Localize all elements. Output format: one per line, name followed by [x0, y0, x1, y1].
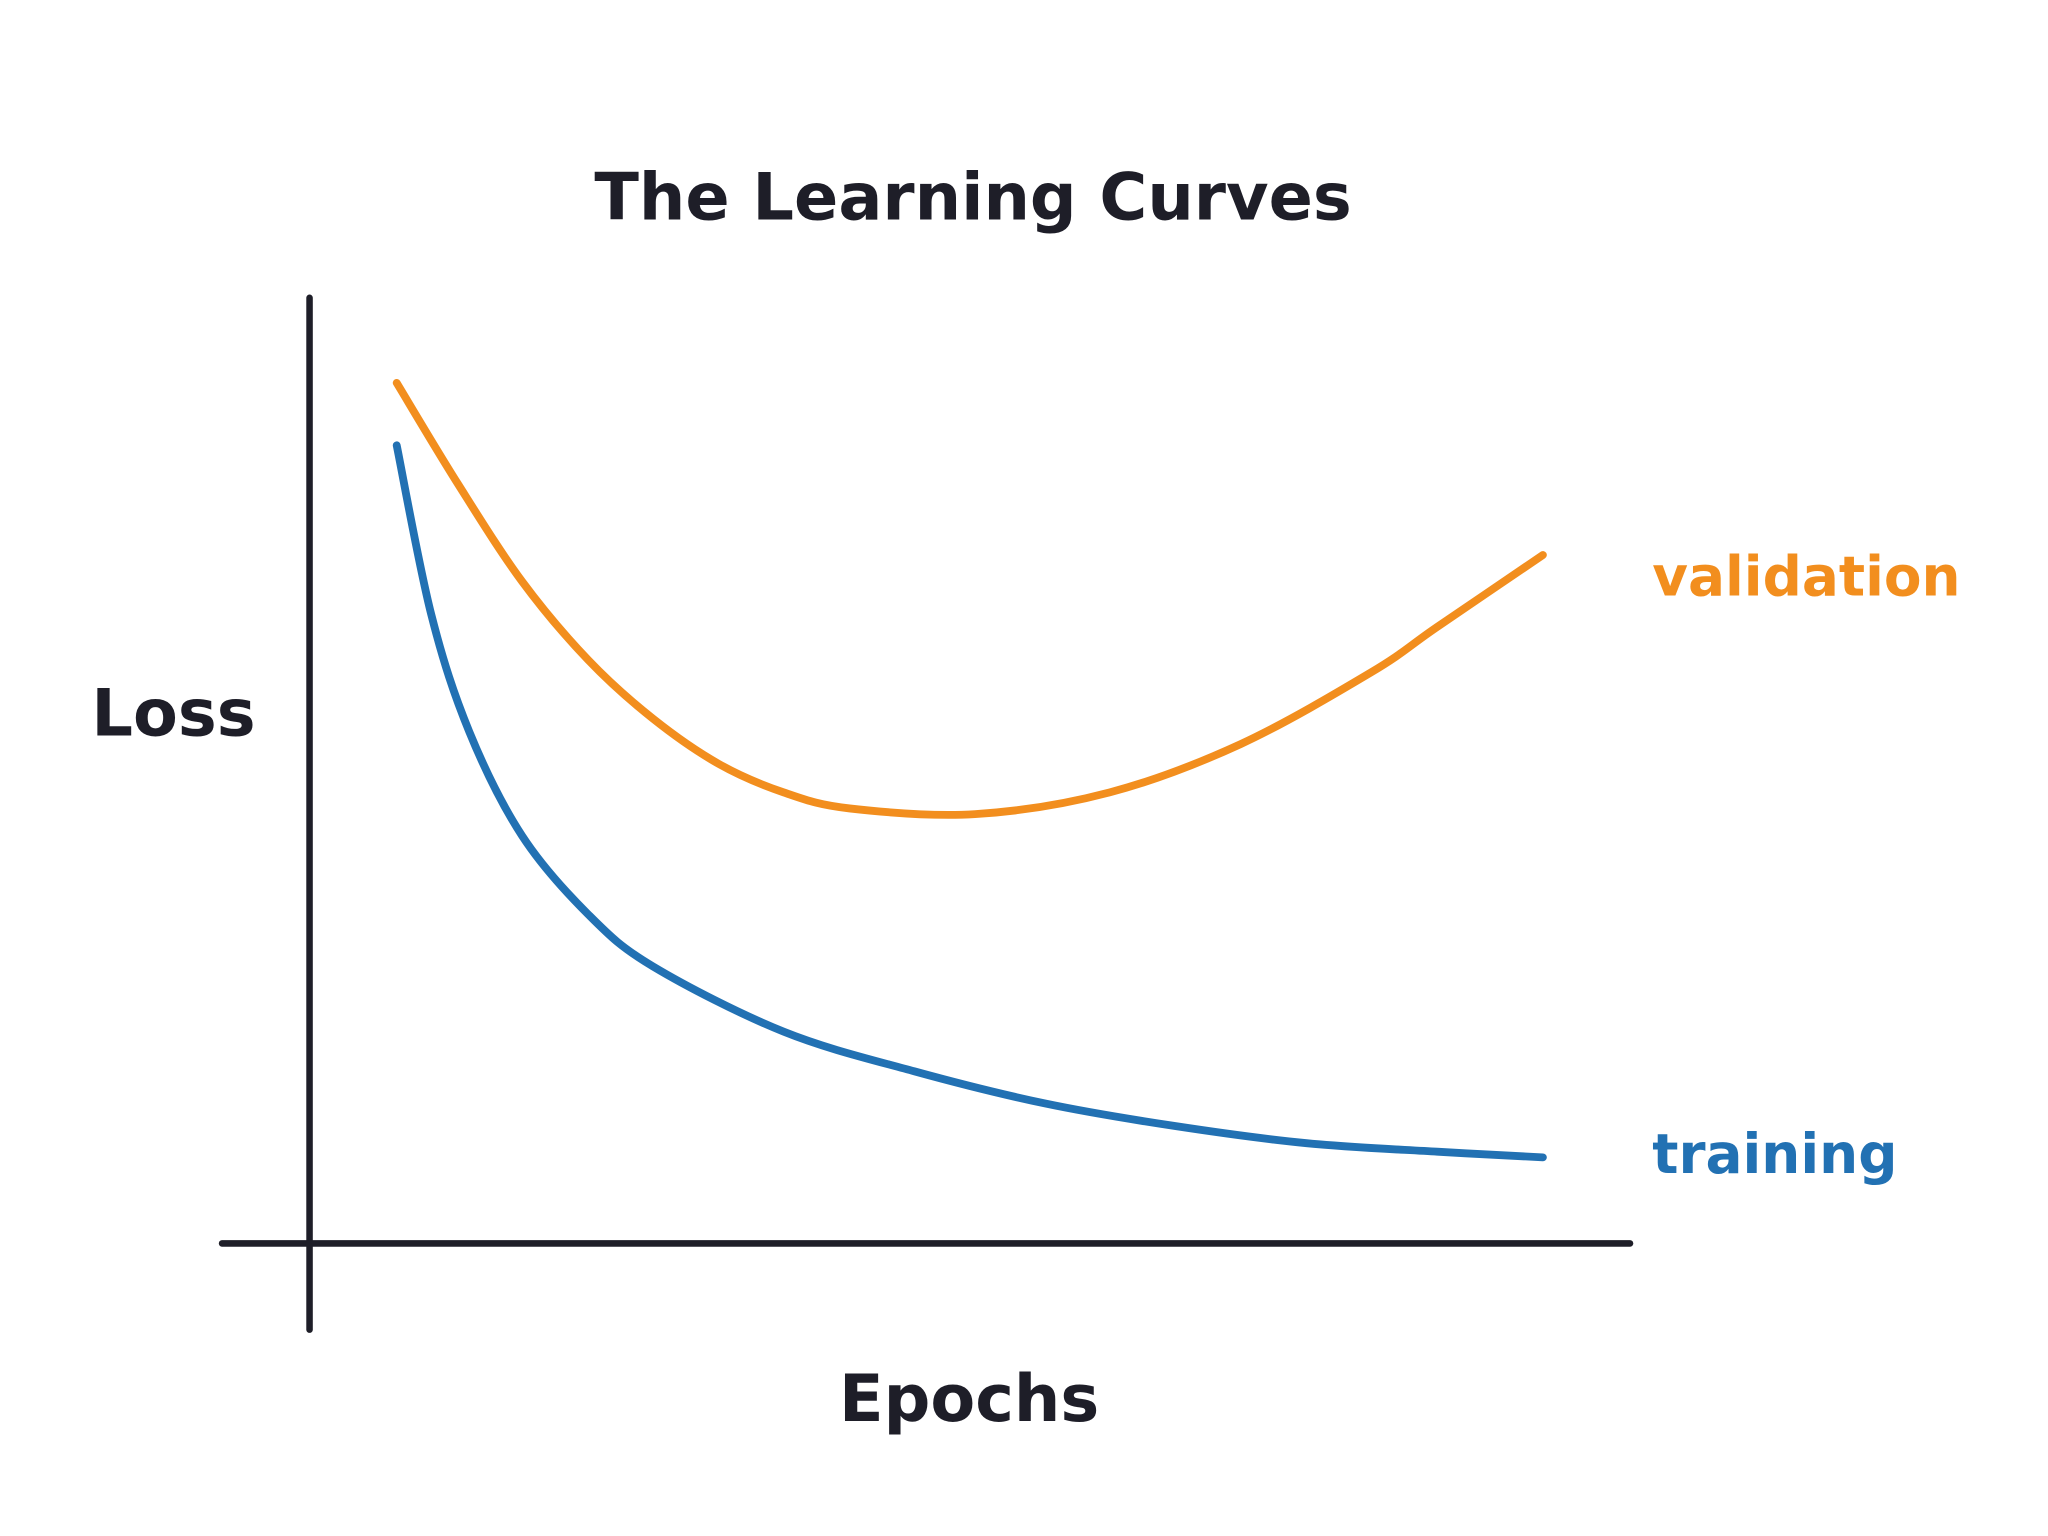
x-axis-label: Epochs	[839, 1361, 1099, 1437]
series-label-training: training	[1652, 1122, 1897, 1186]
series-line-training	[392, 441, 1547, 1162]
series-label-validation: validation	[1652, 545, 1960, 609]
y-axis-label: Loss	[91, 675, 255, 751]
chart-title: The Learning Curves	[594, 159, 1351, 235]
series-line-validation	[392, 378, 1547, 819]
